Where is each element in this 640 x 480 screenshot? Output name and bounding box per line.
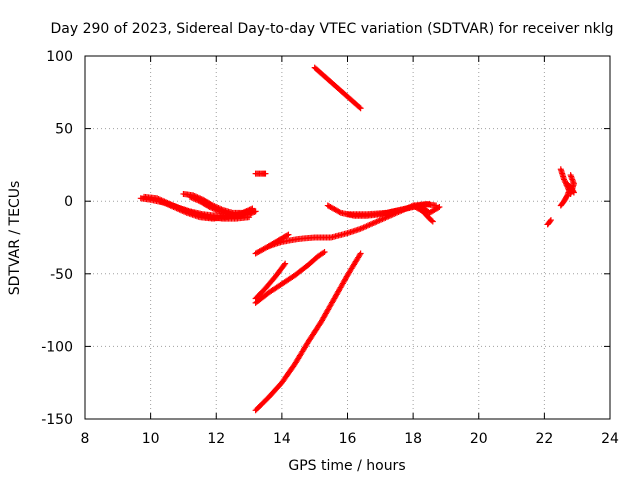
- data-point: [563, 193, 570, 200]
- y-axis-label: SDTVAR / TECUs: [7, 181, 23, 296]
- y-tick-label: 50: [55, 122, 73, 138]
- x-tick-label: 18: [404, 431, 422, 447]
- data-series-arc-n: [252, 260, 289, 302]
- data-series-arc-g: [311, 64, 364, 112]
- x-axis-label: GPS time / hours: [288, 458, 405, 474]
- data-point: [436, 204, 443, 211]
- data-series-arc-e: [187, 193, 259, 219]
- data-point: [547, 217, 554, 224]
- x-tick-label: 16: [339, 431, 357, 447]
- data-point: [564, 180, 571, 187]
- data-layer: [137, 64, 577, 414]
- data-point: [282, 260, 289, 267]
- data-point: [262, 170, 269, 177]
- data-point: [284, 232, 291, 239]
- x-tick-label: 8: [81, 431, 90, 447]
- data-point: [252, 208, 259, 215]
- data-series-arc-o: [252, 250, 364, 414]
- data-point: [565, 182, 572, 189]
- data-point: [428, 217, 435, 224]
- y-tick-label: -150: [41, 412, 73, 428]
- x-tick-label: 14: [273, 431, 291, 447]
- data-point: [435, 204, 442, 211]
- data-point: [357, 250, 364, 257]
- data-series-arc-l: [410, 202, 436, 225]
- x-tick-label: 10: [142, 431, 160, 447]
- data-series-arc-f: [252, 170, 269, 177]
- x-tick-label: 20: [470, 431, 488, 447]
- data-point: [285, 231, 292, 238]
- data-point: [357, 105, 364, 112]
- x-tick-label: 24: [601, 431, 619, 447]
- chart-title: Day 290 of 2023, Sidereal Day-to-day VTE…: [51, 21, 614, 37]
- x-tick-label: 12: [207, 431, 225, 447]
- data-series-arc-m: [252, 249, 328, 306]
- data-point: [320, 249, 327, 256]
- data-point: [426, 201, 433, 208]
- data-point: [547, 218, 554, 225]
- data-point: [336, 209, 343, 216]
- grid-layer: [85, 56, 610, 419]
- data-point: [429, 218, 436, 225]
- data-point: [281, 261, 288, 268]
- data-series-arc-i: [265, 231, 292, 250]
- y-tick-label: 0: [64, 194, 73, 210]
- data-point: [356, 104, 363, 111]
- y-tick-label: 100: [46, 49, 73, 65]
- data-point: [249, 205, 256, 212]
- tick-layer: 8 10 12 14 16 18 20 22 24 100 50 0 -50 -100 -150: [41, 49, 619, 447]
- data-point: [205, 203, 212, 210]
- y-tick-label: -100: [41, 339, 73, 355]
- data-series-arc-p: [544, 217, 554, 228]
- data-point: [321, 249, 328, 256]
- data-point: [356, 251, 363, 258]
- data-point: [567, 172, 574, 179]
- x-tick-label: 22: [535, 431, 553, 447]
- y-tick-label: -50: [50, 267, 73, 283]
- data-series-arc-r: [557, 180, 577, 209]
